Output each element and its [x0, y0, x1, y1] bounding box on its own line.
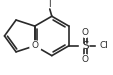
Text: I: I	[48, 0, 51, 9]
Text: Cl: Cl	[99, 41, 108, 50]
Text: O: O	[81, 28, 88, 37]
Text: S: S	[81, 41, 88, 51]
Text: O: O	[81, 55, 88, 64]
Text: O: O	[31, 41, 38, 50]
